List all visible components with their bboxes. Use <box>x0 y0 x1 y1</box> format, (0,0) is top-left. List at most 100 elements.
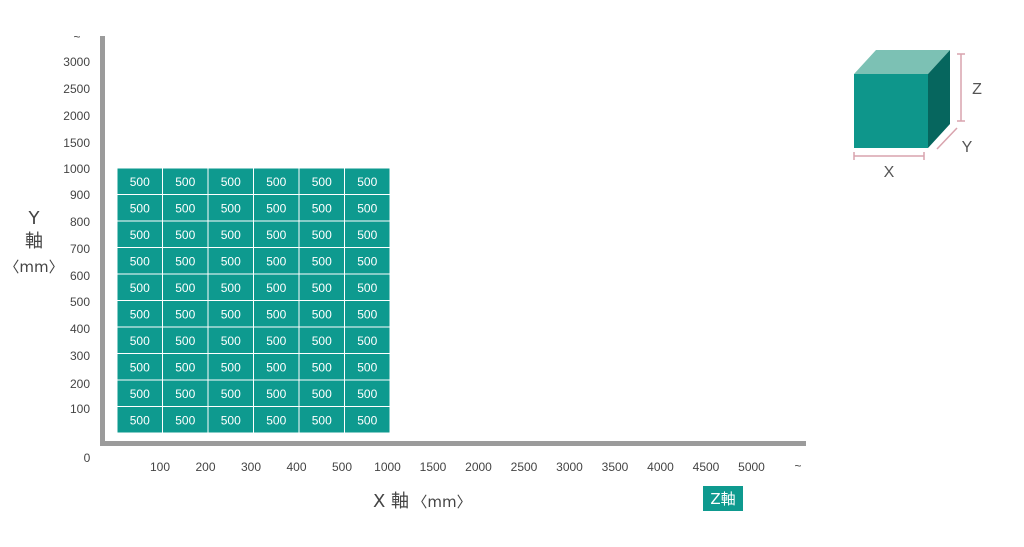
y-tick-label: 100 <box>70 402 90 416</box>
x-tick-label: 500 <box>332 460 352 474</box>
grid-cell-value: 500 <box>221 228 241 242</box>
grid-cell-value: 500 <box>266 387 286 401</box>
grid-cell <box>207 273 254 301</box>
grid-cell <box>298 247 345 275</box>
grid-cell-value: 500 <box>175 201 195 215</box>
grid-cell <box>207 406 254 434</box>
grid-cell <box>344 326 391 354</box>
z-axis-badge-background <box>703 486 743 511</box>
grid-cell <box>207 379 254 407</box>
cube-front-face <box>854 74 928 148</box>
x-axis-line <box>100 441 806 446</box>
grid-cell-value: 500 <box>266 307 286 321</box>
grid-cell-value: 500 <box>266 281 286 295</box>
grid-cell <box>344 300 391 328</box>
cube-y-label: Y <box>962 139 973 156</box>
grid-cell-value: 500 <box>221 387 241 401</box>
grid-cell-value: 500 <box>357 334 377 348</box>
y-tick-label: 500 <box>70 295 90 309</box>
y-tick-label: 400 <box>70 322 90 336</box>
x-tick-label: 1500 <box>420 460 447 474</box>
y-axis-line <box>100 36 105 445</box>
grid-cell <box>162 406 209 434</box>
grid-cell <box>162 167 209 195</box>
grid-cell-value: 500 <box>221 254 241 268</box>
cube-top-face <box>854 50 950 74</box>
grid-cell-value: 500 <box>130 387 150 401</box>
origin-label: 0 <box>84 451 91 465</box>
grid-cell-value: 500 <box>357 281 377 295</box>
y-tick-label: 1500 <box>63 136 90 150</box>
grid-cell <box>116 326 163 354</box>
x-tick-label: 3500 <box>602 460 629 474</box>
grid-cell <box>162 194 209 222</box>
grid-cell <box>162 247 209 275</box>
x-tick-label: 2000 <box>465 460 492 474</box>
grid-cell-value: 500 <box>175 334 195 348</box>
grid-cell <box>116 379 163 407</box>
x-tick-label: 4000 <box>647 460 674 474</box>
grid-cell <box>207 353 254 381</box>
y-axis-title-line1: Y <box>28 208 41 229</box>
grid-cell <box>116 167 163 195</box>
x-axis-end-label: ~ <box>794 459 801 473</box>
y-tick-label: 3000 <box>63 55 90 69</box>
grid-cell-value: 500 <box>357 201 377 215</box>
grid-cell-value: 500 <box>312 307 332 321</box>
grid-cell-value: 500 <box>357 360 377 374</box>
cube-side-face <box>928 50 950 148</box>
grid-cell <box>253 247 300 275</box>
grid-cell-value: 500 <box>357 228 377 242</box>
grid-cell-value: 500 <box>357 254 377 268</box>
grid-cell-value: 500 <box>312 413 332 427</box>
grid-cell-value: 500 <box>221 360 241 374</box>
grid-cell-value: 500 <box>175 307 195 321</box>
y-tick-label: 200 <box>70 377 90 391</box>
grid-cell-value: 500 <box>312 360 332 374</box>
grid-cell <box>344 273 391 301</box>
grid-cell <box>298 353 345 381</box>
grid-cell-value: 500 <box>130 201 150 215</box>
grid-cell-value: 500 <box>357 307 377 321</box>
y-tick-label: 700 <box>70 242 90 256</box>
x-tick-label: 200 <box>195 460 215 474</box>
x-tick-label: 300 <box>241 460 261 474</box>
grid-cell <box>344 379 391 407</box>
grid-cell <box>162 220 209 248</box>
grid-cell-value: 500 <box>312 228 332 242</box>
grid-cell <box>298 379 345 407</box>
grid-cell <box>344 220 391 248</box>
grid-cell <box>207 247 254 275</box>
grid-cell <box>162 379 209 407</box>
x-tick-label: 1000 <box>374 460 401 474</box>
grid-cell <box>116 247 163 275</box>
y-tick-label: 900 <box>70 188 90 202</box>
x-tick-label: 2500 <box>511 460 538 474</box>
grid-cell-value: 500 <box>266 254 286 268</box>
cube-x-label: X <box>884 164 895 181</box>
grid-cell <box>344 353 391 381</box>
grid-cell-value: 500 <box>266 413 286 427</box>
y-tick-label: 800 <box>70 215 90 229</box>
grid-cell-value: 500 <box>357 413 377 427</box>
grid-cell <box>298 406 345 434</box>
x-tick-label: 3000 <box>556 460 583 474</box>
z-axis-badge: Z軸 <box>703 486 743 511</box>
grid-cell-value: 500 <box>130 254 150 268</box>
grid-cell <box>344 247 391 275</box>
grid-cell-value: 500 <box>130 307 150 321</box>
y-tick-label: 2500 <box>63 82 90 96</box>
grid-cell-value: 500 <box>130 360 150 374</box>
y-tick-label: 1000 <box>63 162 90 176</box>
grid-cell-value: 500 <box>312 254 332 268</box>
y-dimension-line <box>936 127 958 150</box>
grid-cell <box>253 194 300 222</box>
y-axis-title-line2: 軸 <box>25 231 43 252</box>
grid-cell-value: 500 <box>175 387 195 401</box>
y-axis-ticks: 100 200 300 400 500 600 700 800 900 1000 1500 2000 2… <box>63 55 90 416</box>
grid-cell-value: 500 <box>221 175 241 189</box>
grid-cell-value: 500 <box>175 254 195 268</box>
grid-cell <box>116 406 163 434</box>
grid-cell-value: 500 <box>266 360 286 374</box>
